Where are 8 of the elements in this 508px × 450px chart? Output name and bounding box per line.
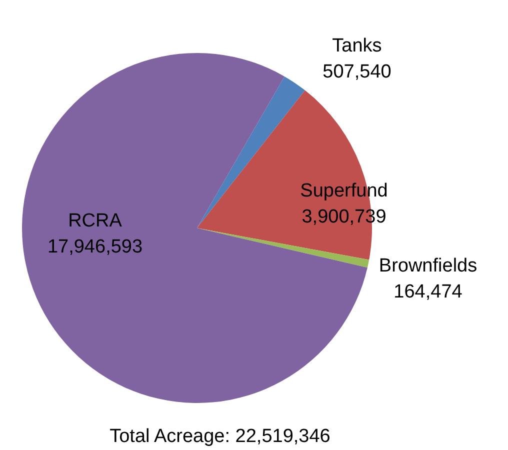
- data-label: 164,474: [394, 281, 463, 302]
- slice-label: Brownfields: [378, 256, 478, 277]
- pie-slice: [197, 228, 370, 268]
- data-label: 17,946,593: [47, 236, 143, 258]
- text: Total Acreage: 22,519,346: [110, 426, 330, 448]
- slice-label: RCRA: [68, 210, 122, 232]
- slice-label: Tanks: [332, 36, 382, 57]
- data-label: 507,540: [322, 61, 392, 82]
